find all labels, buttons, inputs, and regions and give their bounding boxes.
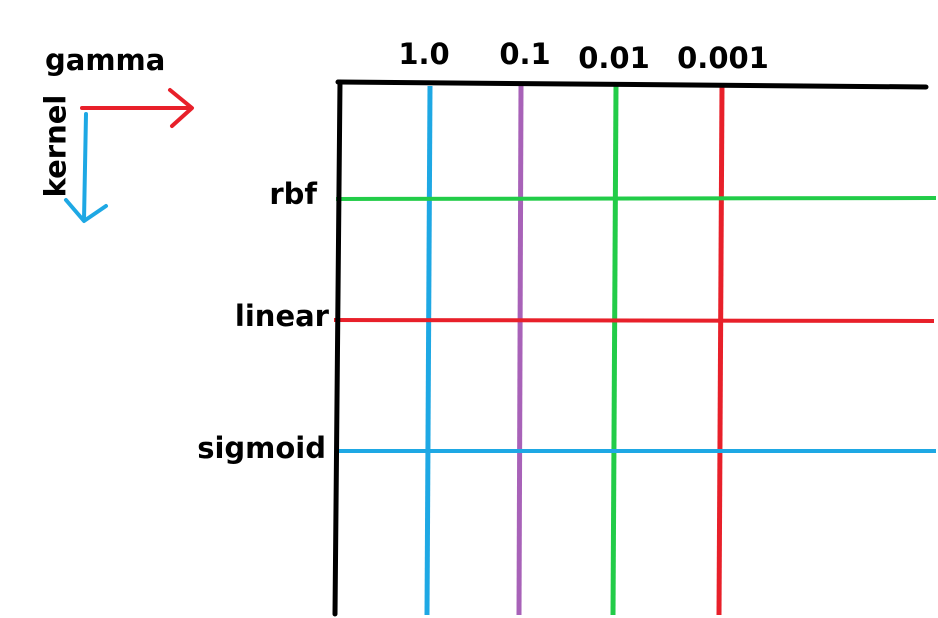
gamma-label-3: 0.01 bbox=[578, 41, 650, 75]
gamma-column-line-2 bbox=[516, 85, 524, 616]
kernel-row-line-1 bbox=[335, 196, 937, 201]
kernel-label-1: rbf bbox=[269, 177, 317, 211]
gamma-column-line-1 bbox=[424, 85, 433, 616]
gamma-label-1: 1.0 bbox=[398, 37, 450, 71]
kernel-axis-title: kernel bbox=[38, 94, 73, 198]
kernel-arrow-icon bbox=[64, 112, 108, 223]
kernel-label-2: linear bbox=[234, 299, 329, 333]
gamma-axis-title: gamma bbox=[45, 43, 166, 77]
kernel-row-line-2 bbox=[333, 318, 935, 323]
kernel-label-3: sigmoid bbox=[197, 431, 326, 465]
left-axis-line bbox=[332, 79, 343, 617]
gamma-label-4: 0.001 bbox=[677, 41, 769, 75]
gamma-label-2: 0.1 bbox=[499, 37, 551, 71]
gamma-column-line-3 bbox=[610, 85, 619, 616]
gamma-arrow-icon bbox=[80, 88, 194, 128]
top-axis-line bbox=[335, 79, 929, 90]
gamma-column-line-4 bbox=[716, 85, 725, 616]
